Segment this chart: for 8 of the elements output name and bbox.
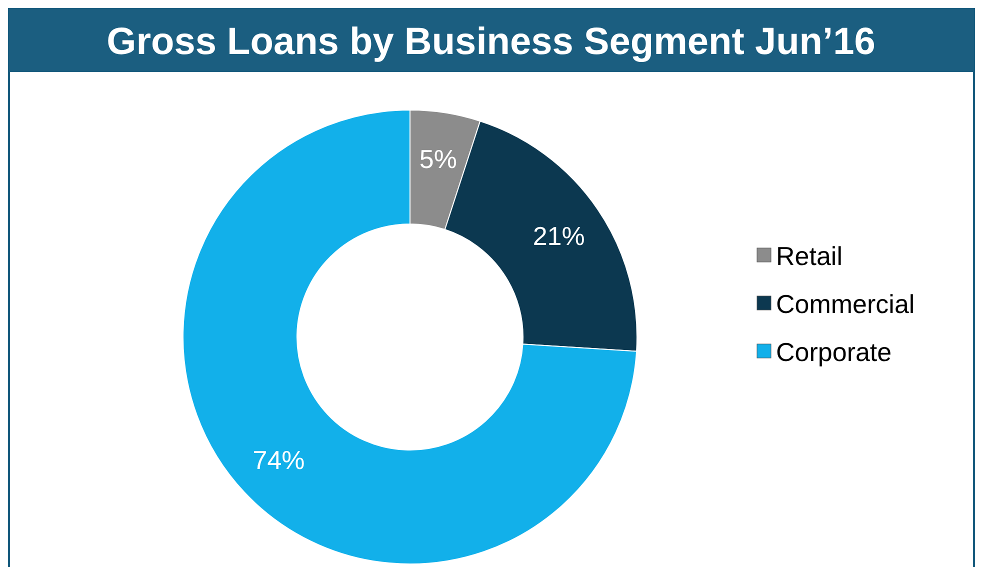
legend-label: Retail bbox=[776, 241, 842, 271]
legend-label: Commercial bbox=[776, 289, 915, 319]
data-label: 5% bbox=[419, 144, 457, 174]
legend-label: Corporate bbox=[776, 337, 892, 367]
donut-slice bbox=[182, 110, 638, 564]
data-label: 21% bbox=[532, 220, 585, 251]
data-label: 74% bbox=[252, 445, 305, 476]
chart-title: Gross Loans by Business Segment Jun’16 bbox=[106, 21, 876, 63]
